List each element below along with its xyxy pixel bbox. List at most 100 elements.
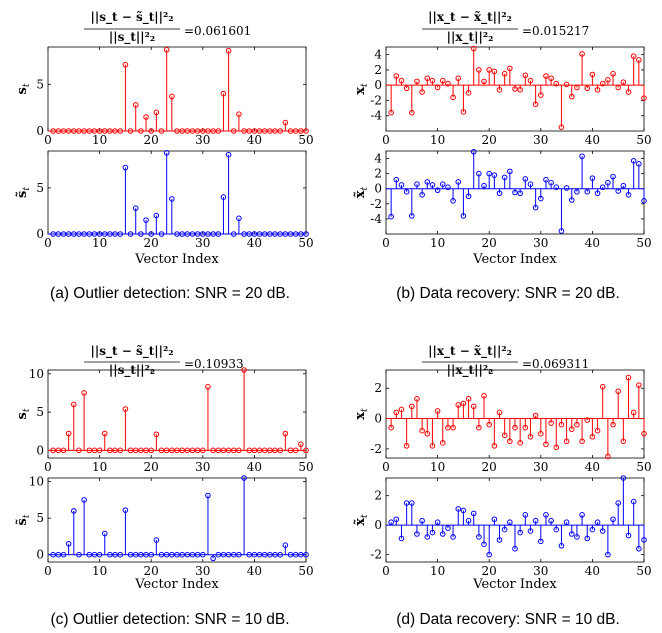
stem-marker — [610, 516, 616, 523]
panel-title: ||s_t − s̃_t||²₂ ||s_t||²₂ =0.061601 — [84, 10, 251, 45]
y-tick-label: 4 — [374, 152, 382, 166]
stem-marker — [267, 551, 273, 558]
x-tick-label: 30 — [533, 133, 548, 147]
x-tick-label: 20 — [482, 564, 497, 578]
stem-marker — [179, 128, 185, 134]
stem-marker — [486, 551, 493, 558]
stem-marker — [543, 512, 549, 518]
stem-marker — [429, 77, 436, 84]
stem-marker — [117, 231, 124, 237]
panel-caption: (a) Outlier detection: SNR = 20 dB. — [50, 285, 290, 302]
stem-marker — [101, 530, 108, 537]
stem-marker — [486, 67, 493, 73]
y-tick-label: -2 — [370, 442, 382, 456]
stem-marker — [117, 551, 124, 558]
plot-frame — [385, 369, 645, 459]
stem-marker — [117, 128, 124, 134]
x-tick-label: 0 — [382, 460, 390, 474]
stem-marker — [538, 538, 544, 545]
stem-marker — [610, 70, 616, 77]
x-tick-label: 40 — [247, 460, 262, 474]
stem-marker — [101, 430, 108, 437]
stem-marker — [403, 85, 410, 92]
stem-series — [388, 475, 647, 558]
stem-marker — [81, 390, 87, 396]
stem-marker — [184, 551, 191, 558]
stem-marker — [210, 555, 216, 562]
stem-marker — [71, 231, 77, 237]
stem-marker — [594, 190, 601, 197]
stem-marker — [210, 128, 216, 134]
stem-marker — [605, 77, 611, 83]
x-tick-label: 10 — [92, 460, 107, 474]
stem-marker — [65, 540, 72, 547]
stem-marker — [132, 205, 139, 211]
x-tick-label: 30 — [533, 460, 548, 474]
stem-marker — [512, 545, 518, 552]
x-tick-label: 40 — [585, 236, 600, 250]
stem-marker — [292, 231, 299, 237]
stem-marker — [465, 517, 472, 524]
stem-marker — [272, 551, 278, 558]
stem-series — [50, 47, 309, 134]
axes-a-bottom: 0 10 20 30 40 50 0 5 s̃t — [15, 150, 314, 250]
x-tick-label: 20 — [482, 460, 497, 474]
stem-marker — [465, 90, 472, 96]
stem-marker — [50, 128, 56, 134]
stem-marker — [434, 187, 441, 194]
stem-marker — [630, 498, 637, 505]
stem-marker — [476, 424, 482, 431]
axes-a-top: 0 10 20 30 40 50 0 5 st — [15, 46, 314, 147]
stem-marker — [220, 551, 227, 558]
stem-marker — [501, 526, 508, 533]
x-tick-label: 50 — [636, 236, 651, 250]
stem-marker — [122, 61, 129, 68]
stem-marker — [615, 84, 622, 91]
title-value: =0.069311 — [522, 357, 589, 371]
y-axis-label: x̃t — [353, 514, 370, 526]
stem-marker — [267, 231, 273, 237]
stem-marker — [132, 447, 139, 454]
stem-marker — [403, 443, 410, 449]
stem-marker — [636, 545, 642, 552]
stem-marker — [101, 128, 108, 134]
stem-marker — [272, 128, 278, 134]
y-tick-label: -4 — [370, 212, 382, 226]
axes-c-top: 0 10 20 30 40 50 0 5 10 st — [15, 367, 314, 474]
stem-marker — [96, 231, 103, 237]
stem-marker — [143, 447, 149, 454]
stem-marker — [261, 128, 268, 134]
stem-marker — [439, 181, 446, 187]
x-axis-label: Vector Index — [134, 577, 219, 592]
stem-marker — [282, 542, 289, 549]
stem-marker — [292, 551, 299, 558]
stem-marker — [256, 128, 263, 134]
y-tick-label: 10 — [29, 475, 44, 489]
stem-marker — [388, 109, 394, 116]
stem-marker — [558, 421, 565, 428]
stem-marker — [409, 403, 415, 410]
stem-marker — [496, 86, 503, 93]
stem-marker — [543, 176, 549, 183]
stem-marker — [112, 551, 118, 558]
stem-marker — [215, 447, 222, 454]
x-tick-label: 40 — [247, 236, 262, 250]
stem-marker — [287, 128, 294, 134]
title-denominator: ||x_t||²₂ — [447, 30, 494, 45]
stem-marker — [641, 198, 647, 204]
stem-marker — [568, 197, 575, 203]
stem-marker — [517, 86, 523, 93]
stem-marker — [574, 84, 580, 91]
panel-caption: (c) Outlier detection: SNR = 10 dB. — [50, 611, 289, 628]
x-tick-label: 30 — [195, 564, 210, 578]
stem-marker — [220, 194, 227, 200]
stem-marker — [455, 179, 462, 185]
stem-marker — [558, 124, 565, 130]
stem-marker — [589, 433, 596, 440]
x-tick-label: 40 — [585, 460, 600, 474]
stem-marker — [579, 153, 585, 160]
stem-marker — [65, 430, 72, 437]
stem-marker — [60, 447, 67, 454]
stem-marker — [127, 551, 134, 558]
